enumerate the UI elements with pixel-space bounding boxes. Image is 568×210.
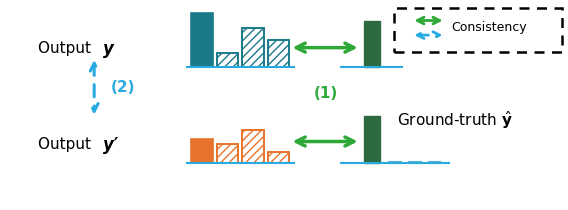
Bar: [268, 152, 289, 163]
Bar: [268, 40, 289, 67]
FancyBboxPatch shape: [395, 8, 562, 52]
Text: y: y: [103, 40, 114, 58]
Bar: [242, 28, 264, 67]
Text: Output: Output: [37, 41, 95, 56]
Bar: [408, 161, 420, 163]
Text: (1): (1): [314, 86, 338, 101]
Bar: [364, 117, 380, 163]
Bar: [268, 152, 289, 163]
Bar: [242, 130, 264, 163]
Bar: [191, 13, 212, 67]
Bar: [216, 53, 238, 67]
Bar: [268, 40, 289, 67]
Text: Output: Output: [37, 137, 95, 152]
Bar: [216, 53, 238, 67]
Bar: [389, 161, 400, 163]
Bar: [216, 144, 238, 163]
Bar: [428, 161, 440, 163]
Bar: [216, 144, 238, 163]
Text: Consistency: Consistency: [451, 21, 527, 34]
Text: (2): (2): [111, 80, 136, 95]
Bar: [242, 130, 264, 163]
Text: y′: y′: [103, 136, 118, 154]
Bar: [364, 21, 380, 67]
Bar: [242, 28, 264, 67]
Text: Ground-truth $\hat{\mathbf{y}}$: Ground-truth $\hat{\mathbf{y}}$: [398, 109, 513, 131]
Bar: [191, 139, 212, 163]
